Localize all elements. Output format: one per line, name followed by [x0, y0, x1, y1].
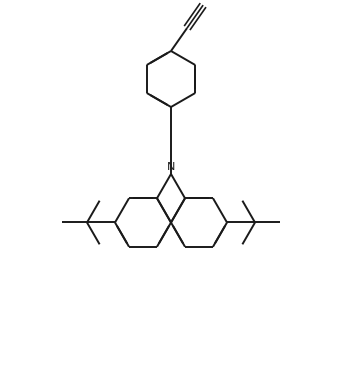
Text: N: N — [206, 0, 215, 2]
Text: N: N — [167, 162, 175, 172]
